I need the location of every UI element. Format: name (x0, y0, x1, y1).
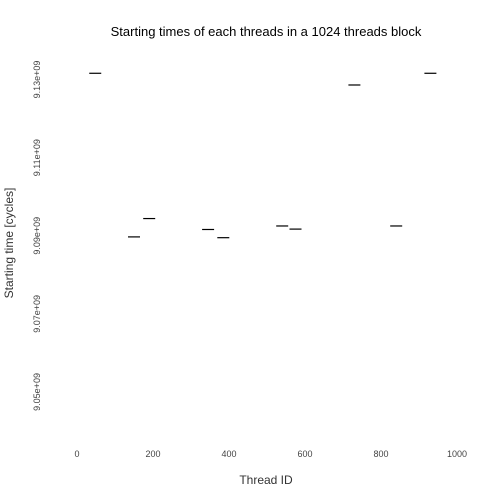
data-points (89, 72, 437, 239)
x-tick-label: 200 (145, 449, 160, 459)
x-tick-label: 1000 (447, 449, 467, 459)
x-tick-label: 400 (221, 449, 236, 459)
y-tick-label: 9.09e+09 (32, 217, 42, 255)
y-axis-ticks: 9.05e+09 9.07e+09 9.09e+09 9.11e+09 9.13e+09 (32, 61, 42, 411)
y-tick-label: 9.13e+09 (32, 61, 42, 99)
x-axis-ticks: 0 200 400 600 800 1000 (74, 449, 467, 459)
x-tick-label: 800 (373, 449, 388, 459)
y-axis-title: Starting time [cycles] (2, 188, 16, 299)
x-axis-title: Thread ID (239, 473, 293, 487)
x-tick-label: 0 (74, 449, 79, 459)
y-tick-label: 9.07e+09 (32, 295, 42, 333)
x-tick-label: 600 (297, 449, 312, 459)
chart-title: Starting times of each threads in a 1024… (111, 24, 422, 39)
y-tick-label: 9.11e+09 (32, 139, 42, 176)
y-tick-label: 9.05e+09 (32, 373, 42, 411)
